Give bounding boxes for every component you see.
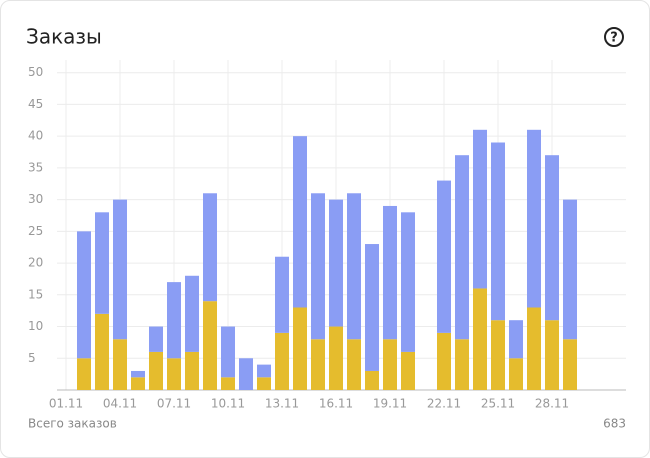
bar-segment <box>275 332 289 390</box>
bar-segment <box>77 358 91 390</box>
bar-segment <box>113 199 127 340</box>
x-tick-label: 19.11 <box>373 397 407 411</box>
bar-segment <box>167 282 181 359</box>
bar-segment <box>167 358 181 390</box>
x-tick-label: 01.11 <box>49 397 83 411</box>
bar-segment <box>329 199 343 327</box>
y-tick-label: 35 <box>28 160 43 174</box>
y-tick-label: 5 <box>28 351 36 365</box>
y-tick-label: 50 <box>28 65 43 79</box>
bar-segment <box>347 193 361 340</box>
bar-segment <box>311 193 325 340</box>
bar-segment <box>383 205 397 340</box>
bar-segment <box>509 320 523 359</box>
bar-segment <box>221 377 235 390</box>
bar-segment <box>77 231 91 359</box>
bar-segment <box>131 370 145 378</box>
bar-segment <box>149 326 163 352</box>
y-tick-label: 15 <box>28 287 43 301</box>
x-tick-label: 25.11 <box>481 397 515 411</box>
bar-segment <box>185 351 199 390</box>
total-label: Всего заказов <box>28 417 117 431</box>
y-tick-label: 10 <box>28 319 43 333</box>
x-tick-label: 07.11 <box>157 397 191 411</box>
svg-text:?: ? <box>610 31 618 46</box>
x-tick-label: 28.11 <box>535 397 569 411</box>
bar-segment <box>257 364 271 378</box>
bar-segment <box>401 212 415 352</box>
bar-segment <box>293 136 307 308</box>
y-tick-label: 30 <box>28 192 43 206</box>
x-tick-label: 04.11 <box>103 397 137 411</box>
bar-segment <box>455 339 469 390</box>
bar-segment <box>455 155 469 340</box>
bar-segment <box>239 358 253 390</box>
bar-segment <box>473 288 487 390</box>
x-tick-label: 10.11 <box>211 397 245 411</box>
bar-segment <box>113 339 127 390</box>
bar-segment <box>365 370 379 390</box>
bar-segment <box>401 351 415 390</box>
bar-segment <box>509 358 523 390</box>
bar-segment <box>329 326 343 390</box>
bar-segment <box>437 180 451 333</box>
bar-segment <box>437 332 451 390</box>
bar-segment <box>293 307 307 390</box>
bar-segment <box>545 155 559 321</box>
bar-segment <box>347 339 361 390</box>
bar-segment <box>365 244 379 371</box>
y-tick-label: 25 <box>28 224 43 238</box>
bar-segment <box>383 339 397 390</box>
bar-segment <box>545 320 559 390</box>
bar-segment <box>257 377 271 390</box>
bar-segment <box>131 377 145 390</box>
chart-title: Заказы <box>26 25 102 49</box>
bar-segment <box>491 142 505 321</box>
bar-segment <box>185 275 199 352</box>
bar-segment <box>563 199 577 340</box>
bar-segment <box>311 339 325 390</box>
bar-segment <box>473 129 487 289</box>
bar-segment <box>527 307 541 390</box>
bar-segment <box>563 339 577 390</box>
y-tick-label: 40 <box>28 129 43 143</box>
bar-segment <box>275 256 289 333</box>
bar-segment <box>203 193 217 302</box>
total-value: 683 <box>603 417 626 431</box>
bar-segment <box>491 320 505 390</box>
bar-segment <box>95 313 109 390</box>
bar-segment <box>149 351 163 390</box>
bar-segment <box>203 301 217 390</box>
help-icon[interactable]: ? <box>604 27 624 47</box>
x-tick-label: 13.11 <box>265 397 299 411</box>
y-tick-label: 20 <box>28 256 43 270</box>
bar-segment <box>527 129 541 308</box>
x-tick-label: 22.11 <box>427 397 461 411</box>
y-tick-label: 45 <box>28 97 43 111</box>
bar-segment <box>95 212 109 314</box>
bar-segment <box>221 326 235 378</box>
x-tick-label: 16.11 <box>319 397 353 411</box>
